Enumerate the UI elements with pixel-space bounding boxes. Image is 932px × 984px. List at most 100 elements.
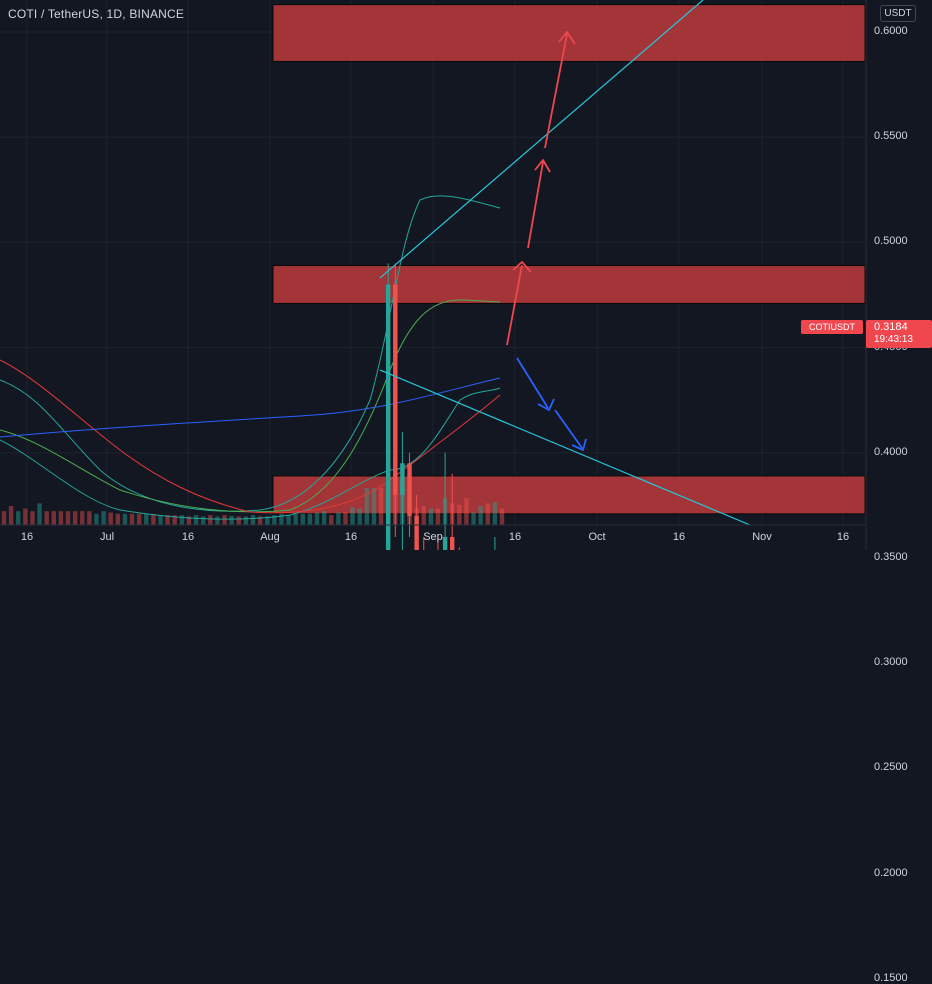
volume-bar [179, 515, 185, 525]
volume-bar [321, 511, 327, 525]
volume-bar [87, 511, 92, 525]
volume-bar [457, 504, 462, 525]
volume-bar [279, 513, 284, 525]
currency-unit-badge[interactable]: USDT [880, 5, 916, 22]
moving-average-red [0, 359, 501, 514]
volume-bar [350, 507, 355, 525]
volume-bar [44, 511, 49, 525]
volume-bar [215, 516, 220, 525]
red-arrow-2-head [534, 159, 551, 173]
volume-bar [343, 512, 348, 525]
volume-bar [122, 513, 128, 525]
candle-down [407, 463, 412, 516]
chart-title: COTI / TetherUS, 1D, BINANCE [8, 7, 185, 21]
volume-bar [108, 512, 113, 525]
time-tick-label: Nov [752, 531, 772, 543]
time-tick-label: Jul [99, 531, 115, 543]
volume-bar [286, 515, 291, 525]
grid-lines [0, 0, 866, 525]
symbol-tag: COTIUSDT [801, 320, 863, 334]
bollinger-upper [0, 195, 501, 512]
volume-bar [37, 503, 42, 525]
candle-down [393, 284, 398, 495]
volume-bar [30, 511, 35, 525]
trendlines-and-arrows [379, 0, 751, 526]
bollinger-lower [0, 387, 501, 520]
volume-bar [336, 512, 341, 525]
time-tick-label: 16 [672, 531, 686, 543]
volume-bar [101, 511, 106, 525]
red-arrow-1 [506, 264, 523, 346]
volume-bar [485, 503, 490, 525]
time-tick-label: 16 [344, 531, 358, 543]
volume-bar [151, 513, 156, 525]
volume-bar [478, 506, 483, 525]
volume-bar [265, 516, 270, 525]
volume-bar [364, 488, 370, 525]
volume-bar [371, 488, 377, 525]
last-price-tag: 0.3184 19:43:13 [866, 320, 932, 348]
volume-bar [257, 516, 263, 525]
candle-down [414, 515, 419, 550]
volume-bar [300, 513, 305, 525]
volume-bar [307, 513, 313, 525]
indicator-lines [0, 195, 501, 520]
volume-bar [172, 515, 177, 525]
volume-bar [464, 498, 469, 525]
price-tick-label: 0.6000 [874, 25, 908, 37]
moving-average-blue [0, 377, 501, 438]
price-tick-label: 0.3500 [874, 551, 908, 563]
red-arrow-3 [544, 33, 568, 149]
volume-bar [158, 515, 163, 525]
red-arrow-3-head [558, 31, 576, 45]
time-tick-label: Oct [588, 531, 606, 543]
volume-bar [435, 508, 441, 525]
price-tick-label: 0.2500 [874, 761, 908, 774]
red-arrow-2 [527, 161, 544, 249]
volume-bar [208, 515, 213, 525]
volume-bar [428, 508, 434, 525]
time-tick-label: Sep [423, 531, 443, 543]
price-chart[interactable] [0, 0, 932, 550]
volume-bar [94, 513, 99, 525]
volume-bar [250, 515, 256, 525]
volume-bar [23, 508, 28, 525]
red-arrow-1-head [512, 261, 532, 273]
volume-bar [165, 515, 170, 525]
time-tick-label: 16 [181, 531, 195, 543]
candle-up [442, 536, 448, 550]
volume-bar [136, 513, 142, 525]
price-tick-label: 0.2000 [874, 866, 908, 879]
volume-bar [314, 512, 320, 525]
volume-bar [236, 516, 241, 525]
price-tick-label: 0.3000 [874, 656, 908, 669]
resistance-zone [272, 265, 866, 304]
volume-bar [222, 515, 227, 525]
blue-arrow-1-head [537, 398, 555, 411]
volume-bar [193, 515, 199, 525]
price-tick-label: 0.1500 [874, 971, 908, 984]
blue-arrow-2-head [571, 438, 587, 451]
volume-bar [471, 512, 476, 525]
candles [385, 263, 496, 550]
horizontal-zones [272, 4, 866, 515]
resistance-zone [272, 475, 866, 515]
blue-arrow-1 [516, 357, 549, 409]
volume-bar [421, 506, 426, 525]
blue-arrow-2 [554, 409, 583, 449]
time-tick-label: Aug [260, 531, 280, 543]
volume-bar [129, 513, 135, 525]
middle-band [0, 299, 501, 513]
resistance-zone [272, 4, 866, 62]
last-price-value: 0.3184 [874, 321, 908, 333]
price-tick-label: 0.5500 [874, 130, 908, 143]
volume-bar [58, 511, 64, 525]
volume-bar [229, 515, 234, 525]
volume-bar [51, 511, 56, 525]
volume-bar [329, 515, 334, 525]
ascending-trendline [379, 0, 704, 279]
time-tick-label: 16 [20, 531, 34, 543]
volume-bar [65, 511, 71, 525]
volume-bar [293, 513, 298, 525]
candle-down [450, 536, 455, 550]
